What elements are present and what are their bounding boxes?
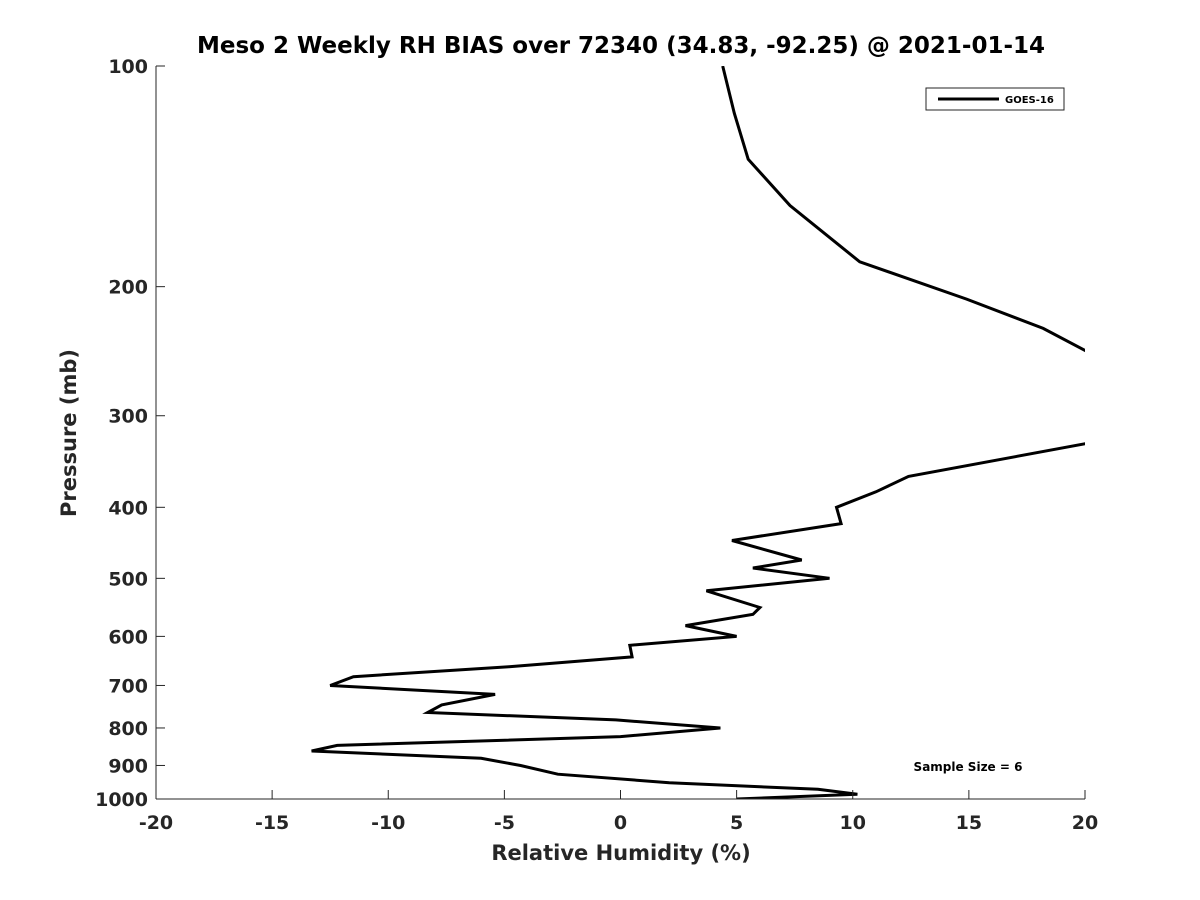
y-tick-label: 200 [108,277,148,299]
x-axis-label: Relative Humidity (%) [491,841,750,865]
x-tick-label: 5 [730,812,743,834]
y-tick-label: 400 [108,497,148,519]
y-tick-label: 700 [108,675,148,697]
x-tick-label: -15 [255,812,289,834]
series-layer [311,66,1085,799]
x-tick-label: -20 [139,812,173,834]
legend: GOES-16 [925,87,1065,111]
x-tick-label: 0 [614,812,627,834]
x-tick-label: 15 [956,812,982,834]
x-tick-label: 10 [840,812,866,834]
legend-label: GOES-16 [1005,95,1054,106]
y-axis-label: Pressure (mb) [57,349,81,517]
y-tick-label: 900 [108,755,148,777]
chart-title: Meso 2 Weekly RH BIAS over 72340 (34.83,… [197,33,1045,59]
y-ticks: 100 200 300 400 500 600 700 800 900 1000 [95,56,165,811]
y-tick-label: 1000 [95,789,148,811]
series-line-goes16 [311,66,1085,799]
sample-size-annotation: Sample Size = 6 [914,760,1023,774]
y-tick-label: 600 [108,626,148,648]
y-tick-label: 800 [108,718,148,740]
plot-area [311,66,1085,799]
y-tick-label: 500 [108,568,148,590]
x-tick-label: -10 [371,812,405,834]
y-tick-label: 300 [108,406,148,428]
x-tick-label: -5 [494,812,515,834]
x-tick-label: 20 [1072,812,1098,834]
x-ticks: -20 -15 -10 -5 0 5 10 15 20 [139,790,1098,834]
y-tick-label: 100 [108,56,148,78]
